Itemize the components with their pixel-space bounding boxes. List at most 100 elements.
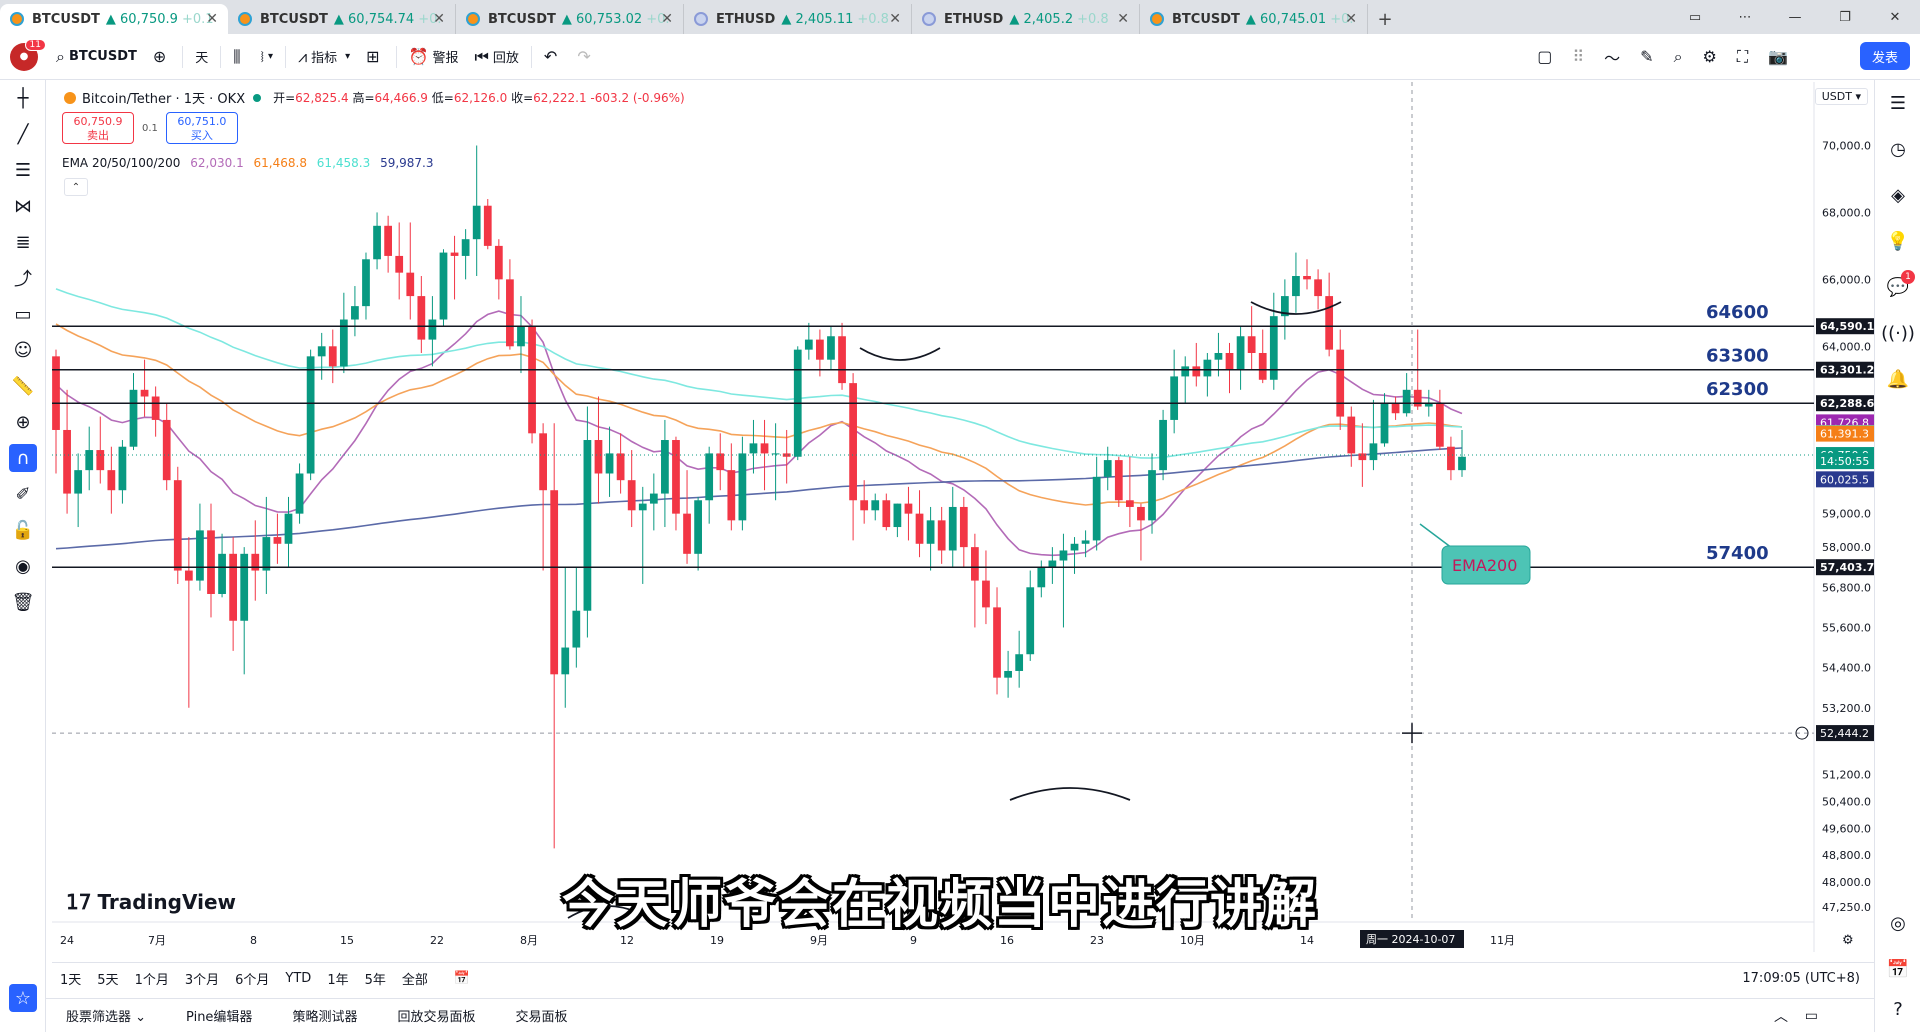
close-tab-icon[interactable]: ✕ <box>889 11 901 27</box>
indicators-button[interactable]: ⩘ 指标 ▾ <box>290 42 358 72</box>
ema-legend[interactable]: EMA 20/50/100/200 62,030.1 61,468.8 61,4… <box>62 156 434 170</box>
candle-body <box>904 503 913 514</box>
range-5[interactable]: YTD <box>285 971 312 986</box>
settings-button[interactable]: ⚙ <box>1695 42 1729 72</box>
pattern-tool[interactable]: ⋈ <box>0 188 46 224</box>
browser-tab-1[interactable]: BTCUSDT ▲ 60,750.9 +0.1 ✕ <box>0 4 228 34</box>
quick-search-button[interactable]: ⌕ <box>1666 42 1695 72</box>
browser-tab-6[interactable]: BTCUSDT ▲ 60,745.01 +0. ✕ <box>1140 4 1368 34</box>
bottom-tab-4[interactable]: 交易面板 <box>515 1010 568 1025</box>
close-tab-icon[interactable]: ✕ <box>661 11 673 27</box>
new-tab-button[interactable]: + <box>1377 8 1393 30</box>
notifications-button[interactable]: 🔔 <box>1875 356 1920 402</box>
target-button[interactable]: ◎ <box>1875 900 1920 946</box>
layout-templates-button[interactable]: ⊞ <box>358 42 391 72</box>
close-tab-icon[interactable]: ✕ <box>206 11 218 27</box>
publish-button[interactable]: 发表 <box>1859 42 1910 70</box>
candlestick-chart[interactable]: 70,000.0 68,000.0 66,000.0 64,000.0 59,000.0… <box>52 82 1874 966</box>
chart-type-button[interactable]: ⧘ ▾ <box>253 42 281 72</box>
close-window-icon[interactable]: ✕ <box>1889 9 1901 25</box>
user-avatar[interactable]: ● 11 <box>10 38 46 71</box>
range-6[interactable]: 1年 <box>327 973 349 988</box>
browser-tab-3[interactable]: BTCUSDT ▲ 60,753.02 +0. ✕ <box>456 4 684 34</box>
fullscreen-button[interactable]: ⛶ <box>1729 42 1760 72</box>
snapshot-button[interactable]: 📷 <box>1760 42 1800 72</box>
ideas-button[interactable]: 💡 <box>1875 218 1920 264</box>
magnet-tool[interactable]: ∩ <box>0 440 46 476</box>
range-2[interactable]: 1个月 <box>134 973 169 988</box>
ema50-value: 61,468.8 <box>253 156 307 170</box>
range-1[interactable]: 5天 <box>97 973 119 988</box>
bottom-tab-0[interactable]: 股票筛选器 ⌄ <box>66 1010 147 1025</box>
minimize-icon[interactable]: — <box>1788 9 1802 25</box>
range-3[interactable]: 3个月 <box>184 973 220 988</box>
candle-body <box>450 252 459 256</box>
trend-tool-button[interactable]: 〜 <box>1596 42 1632 72</box>
sell-button[interactable]: 60,750.9 卖出 <box>62 112 134 144</box>
goto-date-icon[interactable]: 📅 <box>453 971 471 986</box>
range-8[interactable]: 全部 <box>401 973 428 988</box>
undo-button[interactable]: ↶ <box>536 42 569 72</box>
restore-icon[interactable]: ❐ <box>1839 9 1851 25</box>
object-tree-button[interactable]: ◈ <box>1875 172 1920 218</box>
more-icon[interactable]: ⋯ <box>1738 9 1752 25</box>
drawing-toolbar-handle[interactable]: ⠿ <box>1564 42 1596 72</box>
bottom-tab-2[interactable]: 策略测试器 <box>292 1010 358 1025</box>
calendar-button[interactable]: 📅 <box>1875 946 1920 992</box>
brush-tool[interactable]: ⤴ <box>0 260 46 296</box>
horizontal-lines-tool[interactable]: ☰ <box>0 152 46 188</box>
lock-drawings-tool[interactable]: 🔓 <box>0 512 46 548</box>
fib-tool[interactable]: ≣ <box>0 224 46 260</box>
watchlist-button[interactable]: ☰ <box>1875 80 1920 126</box>
alerts-button[interactable]: ◷ <box>1875 126 1920 172</box>
replay-button[interactable]: ⏮ 回放 <box>466 42 526 72</box>
trash-icon: 🗑 <box>11 591 35 613</box>
tab-change: +0. <box>1330 11 1354 27</box>
remove-drawings-tool[interactable]: 🗑 <box>0 584 46 620</box>
maximize-panel-icon[interactable]: ▭ <box>1804 1007 1818 1024</box>
layout-button[interactable]: ▢ <box>1529 42 1564 72</box>
brush-tool-button[interactable]: ✎ <box>1632 42 1665 72</box>
favorites-tool[interactable]: ☆ <box>0 980 46 1016</box>
browser-tab-5[interactable]: ETHUSD ▲ 2,405.2 +0.8 ✕ <box>912 4 1140 34</box>
collapse-legend-button[interactable]: ⌃ <box>64 178 88 196</box>
range-4[interactable]: 6个月 <box>235 973 270 988</box>
interval-button[interactable]: 天 <box>187 42 216 72</box>
range-0[interactable]: 1天 <box>60 973 82 988</box>
zoom-tool[interactable]: ⊕ <box>0 404 46 440</box>
tradingview-logo[interactable]: 𝟣𝟩 TradingView <box>66 890 236 914</box>
text-tool[interactable]: ▭ <box>0 296 46 332</box>
alert-button[interactable]: ⏰ 警报 <box>401 42 467 72</box>
split-view-icon[interactable]: ▭ <box>1688 9 1702 25</box>
measure-tool[interactable]: 📏 <box>0 368 46 404</box>
expand-panel-icon[interactable]: ︿ <box>1774 1008 1788 1025</box>
bottom-tab-1[interactable]: Pine编辑器 <box>186 1010 253 1025</box>
currency-selector[interactable]: USDT ▾ <box>1814 88 1868 105</box>
stay-drawing-tool[interactable]: ✐ <box>0 476 46 512</box>
trendline-tool[interactable]: ╱ <box>0 116 46 152</box>
help-button[interactable]: ? <box>1875 986 1920 1032</box>
compare-symbol-button[interactable]: ⊕ <box>145 42 178 72</box>
chart-pane[interactable]: 70,000.0 68,000.0 66,000.0 64,000.0 59,000.0… <box>52 82 1874 966</box>
emoji-tool[interactable]: ☺ <box>0 332 46 368</box>
time-tick-label: 15 <box>340 934 354 947</box>
browser-tab-4[interactable]: ETHUSD ▲ 2,405.11 +0.8 ✕ <box>684 4 912 34</box>
time-tick-label: 9月 <box>810 934 828 947</box>
close-tab-icon[interactable]: ✕ <box>1345 11 1357 27</box>
hide-drawings-tool[interactable]: ◉ <box>0 548 46 584</box>
close-tab-icon[interactable]: ✕ <box>433 11 445 27</box>
range-7[interactable]: 5年 <box>364 973 386 988</box>
buy-button[interactable]: 60,751.0 买入 <box>165 112 238 144</box>
price-tick-label: 53,200.0 <box>1822 702 1871 715</box>
chats-button[interactable]: 💬 1 <box>1875 264 1920 310</box>
crosshair-tool[interactable]: ┼ <box>0 80 46 116</box>
bar-style-button[interactable]: ⫼ <box>225 42 252 72</box>
bottom-tab-3[interactable]: 回放交易面板 <box>397 1010 476 1025</box>
streams-button[interactable]: ((·)) <box>1875 310 1920 356</box>
chart-title[interactable]: Bitcoin/Tether · 1天 · OKX <box>82 92 246 107</box>
browser-tab-2[interactable]: BTCUSDT ▲ 60,754.74 +0. ✕ <box>228 4 456 34</box>
close-tab-icon[interactable]: ✕ <box>1117 11 1129 27</box>
timezone-clock[interactable]: 17:09:05 (UTC+8) <box>1742 971 1860 986</box>
redo-button[interactable]: ↷ <box>569 42 602 72</box>
symbol-search-button[interactable]: ⌕ BTCUSDT <box>48 42 145 72</box>
